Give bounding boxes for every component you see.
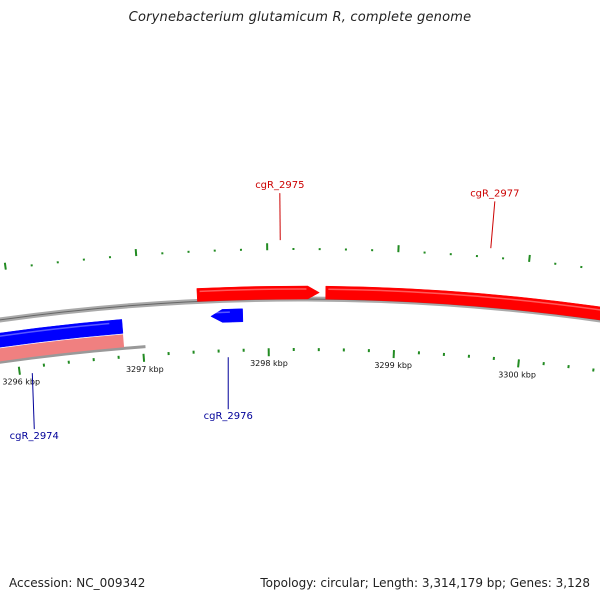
gc-segment: [0, 334, 125, 362]
tick-label-3300: 3300 kbp: [498, 370, 536, 379]
backbone-outer-edge: [0, 298, 600, 321]
tick-label-3297: 3297 kbp: [126, 365, 164, 374]
gene-shine: [328, 288, 600, 311]
gene-arrow-g2976: [210, 308, 244, 323]
leader-g2974: [31, 373, 35, 430]
backbone-outer: [0, 296, 600, 323]
gene-label-g2974: cgR_2974: [10, 431, 59, 442]
gene-arrow-g2975: [196, 285, 320, 302]
gene-arrow-g2977: [325, 285, 600, 321]
outer-tick: [528, 254, 531, 263]
tick-label-3296: 3296 kbp: [2, 378, 40, 387]
gene-label-g2977: cgR_2977: [470, 188, 519, 199]
outer-tick: [134, 249, 138, 257]
gene-label-g2976: cgR_2976: [204, 411, 253, 422]
gene-label-g2975: cgR_2975: [255, 180, 304, 191]
inner-tick: [517, 359, 520, 368]
leader-g2977: [490, 201, 496, 249]
inner-tick: [17, 366, 21, 375]
tick-label-3298: 3298 kbp: [250, 359, 288, 368]
gene-shine: [0, 322, 110, 337]
inner-tick: [142, 353, 146, 362]
gene-shine: [199, 288, 307, 293]
backbone-inner: [0, 345, 146, 364]
tick-label-3299: 3299 kbp: [374, 361, 412, 370]
outer-tick: [3, 262, 7, 270]
gene-arrow-g2974: [0, 319, 124, 348]
genome-title: Corynebacterium glutamicum R, complete g…: [128, 10, 472, 25]
accession-text: Accession: NC_009342: [9, 576, 146, 590]
genome-stats-text: Topology: circular; Length: 3,314,179 bp…: [260, 576, 590, 590]
gene-shine: [213, 311, 230, 314]
